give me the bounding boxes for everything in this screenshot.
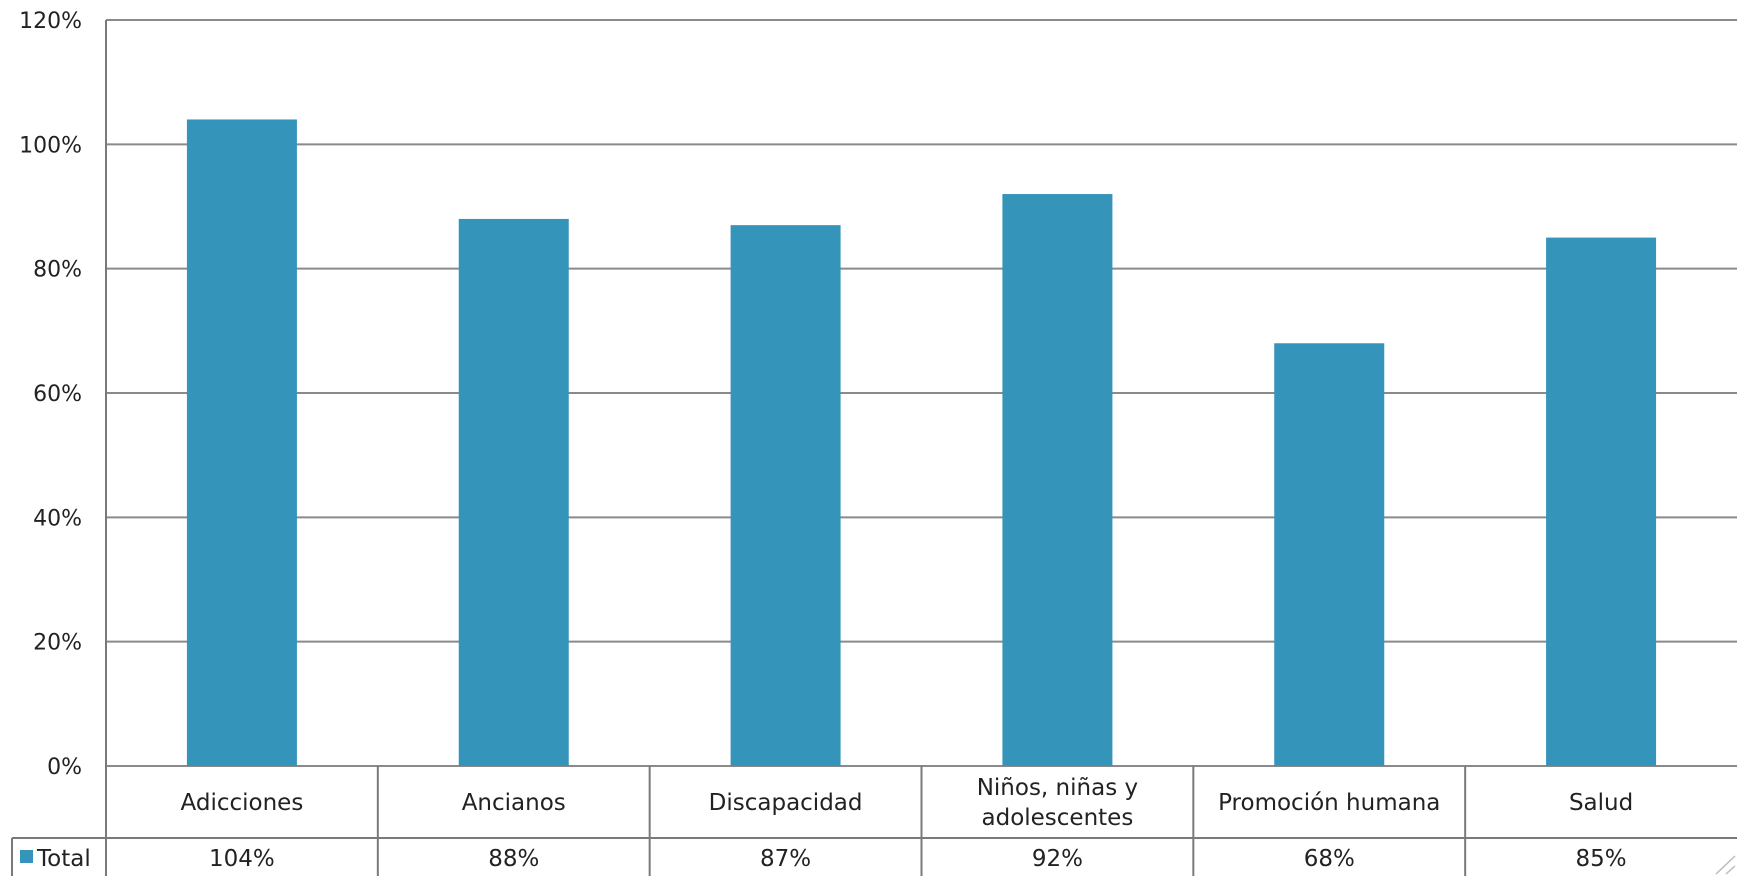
x-category-label: Ancianos [462,790,566,816]
corner-grip [1725,865,1736,875]
data-table-value: 68% [1304,846,1355,872]
bar [730,225,841,766]
y-tick-label: 120% [19,9,82,34]
bar [1002,194,1113,767]
y-tick-label: 100% [19,133,82,158]
y-tick-label: 20% [33,631,82,656]
x-category-label: Adicciones [181,790,304,816]
legend-swatch [20,850,33,863]
x-category-label: Salud [1569,790,1633,816]
legend-label: Total [36,846,91,872]
bar [186,119,297,766]
y-tick-label: 80% [33,258,82,283]
data-table-value: 104% [209,846,275,872]
bar [1546,237,1657,767]
x-category-label: adolescentes [982,805,1134,831]
data-table-value: 87% [760,846,811,872]
data-table-value: 92% [1032,846,1083,872]
y-tick-label: 60% [33,382,82,407]
corner-grip [1715,855,1736,875]
x-category-label: Discapacidad [709,790,863,816]
data-table-value: 85% [1576,846,1627,872]
x-category-label: Niños, niñas y [977,775,1138,801]
data-table-value: 88% [488,846,539,872]
y-tick-label: 40% [33,506,82,531]
y-tick-label: 0% [47,755,82,780]
bar [1274,343,1385,766]
bar [458,218,569,766]
x-category-label: Promoción humana [1218,790,1440,816]
